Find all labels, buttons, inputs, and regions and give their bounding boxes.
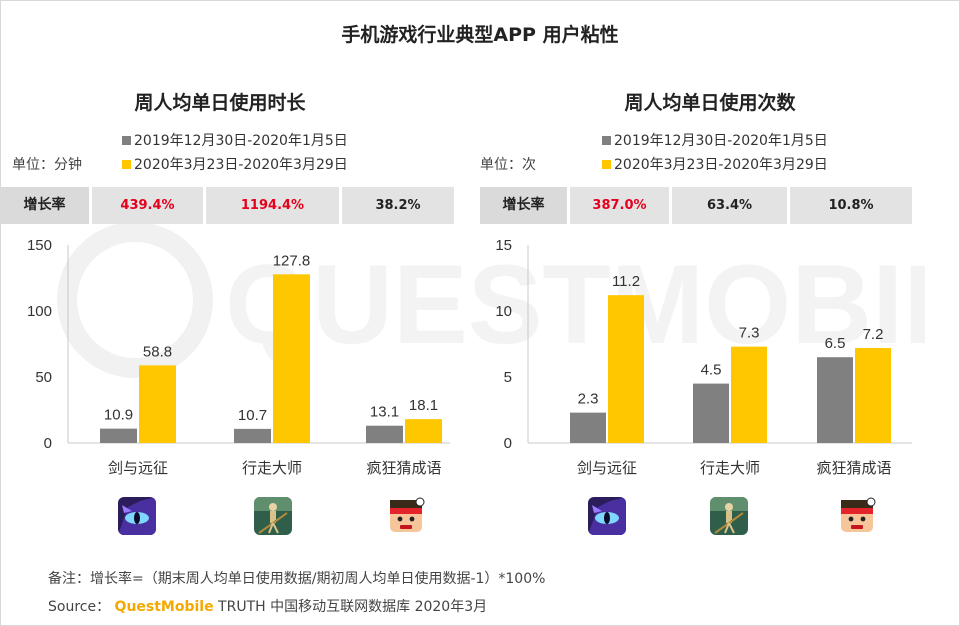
- y-tick-label: 150: [27, 237, 52, 254]
- unit-label: 单位：次: [480, 157, 536, 173]
- growth-value: 387.0%: [570, 187, 672, 224]
- x-tick-label: 行走大师: [700, 460, 760, 477]
- x-tick-label: 疯狂猜成语: [366, 460, 441, 477]
- data-label: 11.2: [612, 273, 640, 290]
- app-icon-jianyuyuanzheng: [118, 497, 156, 535]
- bar-baseline-period: [234, 428, 271, 443]
- legend-item-series2: 2020年3月23日-2020年3月29日: [122, 152, 348, 176]
- growth-value: 38.2%: [342, 187, 454, 224]
- data-label: 18.1: [409, 397, 438, 414]
- growth-row: 增长率 387.0% 63.4% 10.8%: [480, 187, 912, 224]
- legend: 2019年12月30日-2020年1月5日 2020年3月23日-2020年3月…: [602, 128, 828, 176]
- data-label: 58.8: [143, 343, 172, 360]
- bar-current-period: [608, 295, 644, 443]
- panel-usage-duration: 周人均单日使用时长 2019年12月30日-2020年1月5日 2020年3月2…: [0, 80, 480, 500]
- legend-label: 2020年3月23日-2020年3月29日: [134, 157, 348, 173]
- growth-label: 增长率: [0, 187, 92, 224]
- growth-value: 439.4%: [92, 187, 206, 224]
- x-tick-label: 疯狂猜成语: [816, 460, 891, 477]
- legend-swatch-gray: [122, 135, 131, 145]
- watermark-text: QUESTMOBILE: [225, 242, 925, 367]
- headband-face-icon: [838, 497, 876, 535]
- bar-baseline-period: [817, 357, 853, 443]
- y-tick-label: 100: [27, 303, 52, 320]
- legend-label: 2020年3月23日-2020年3月29日: [614, 157, 828, 173]
- bar-baseline-period: [693, 383, 729, 443]
- legend-swatch-yellow: [602, 159, 611, 169]
- growth-value: 63.4%: [672, 187, 790, 224]
- panel-title: 周人均单日使用时长: [134, 92, 306, 114]
- dragon-eye-icon: [588, 497, 626, 535]
- bar-baseline-period: [366, 425, 403, 443]
- source-line: Source： QuestMobile TRUTH 中国移动互联网数据库 202…: [48, 596, 487, 616]
- main-title: 手机游戏行业典型APP 用户粘性: [341, 24, 619, 46]
- app-icon-fengkuangcaichengyu: [838, 497, 876, 535]
- tightrope-walker-icon: [710, 497, 748, 535]
- legend-item-series1: 2019年12月30日-2020年1月5日: [122, 128, 348, 152]
- y-tick-label: 50: [35, 369, 52, 386]
- y-tick-label: 0: [44, 435, 52, 452]
- legend-label: 2019年12月30日-2020年1月5日: [614, 133, 828, 149]
- app-icon-xingzoudashi: [710, 497, 748, 535]
- x-tick-label: 行走大师: [242, 460, 302, 477]
- tightrope-walker-icon: [254, 497, 292, 535]
- source-brand: QuestMobile: [114, 599, 214, 615]
- data-label: 7.3: [739, 325, 760, 342]
- y-tick-label: 15: [495, 237, 512, 254]
- panel-title: 周人均单日使用次数: [624, 92, 796, 114]
- data-label: 4.5: [701, 362, 722, 379]
- data-label: 10.7: [238, 407, 267, 424]
- data-label: 2.3: [578, 391, 599, 408]
- y-tick-label: 10: [495, 303, 512, 320]
- y-tick-label: 5: [504, 369, 512, 386]
- x-tick-label: 剑与远征: [108, 460, 168, 477]
- x-tick-label: 剑与远征: [577, 460, 637, 477]
- legend: 2019年12月30日-2020年1月5日 2020年3月23日-2020年3月…: [122, 128, 348, 176]
- legend-swatch-gray: [602, 135, 611, 145]
- bar-current-period: [731, 346, 767, 443]
- bar-current-period: [139, 365, 176, 443]
- app-icon-jianyuyuanzheng: [588, 497, 626, 535]
- headband-face-icon: [387, 497, 425, 535]
- source-prefix: Source：: [48, 599, 111, 615]
- growth-value: 1194.4%: [206, 187, 342, 224]
- legend-label: 2019年12月30日-2020年1月5日: [134, 133, 348, 149]
- unit-label: 单位：分钟: [12, 157, 82, 173]
- legend-item-series2: 2020年3月23日-2020年3月29日: [602, 152, 828, 176]
- legend-swatch-yellow: [122, 159, 131, 169]
- dragon-eye-icon: [118, 497, 156, 535]
- data-label: 13.1: [370, 404, 399, 421]
- panel-usage-count: 周人均单日使用次数 2019年12月30日-2020年1月5日 2020年3月2…: [480, 80, 960, 500]
- data-label: 6.5: [825, 335, 846, 352]
- growth-row: 增长率 439.4% 1194.4% 38.2%: [0, 187, 454, 224]
- data-label: 10.9: [104, 407, 133, 424]
- app-icon-fengkuangcaichengyu: [387, 497, 425, 535]
- data-label: 7.2: [863, 326, 884, 343]
- growth-value: 10.8%: [790, 187, 912, 224]
- bar-current-period: [855, 347, 891, 443]
- bar-current-period: [405, 419, 442, 443]
- bar-baseline-period: [100, 428, 137, 443]
- bar-baseline-period: [570, 412, 606, 443]
- bar-chart: 0 50 100 150 10.9 58.8 剑与远征 10.7 127.8 行走大师 13.1 18…: [27, 237, 450, 477]
- growth-label: 增长率: [480, 187, 570, 224]
- source-suffix: TRUTH 中国移动互联网数据库 2020年3月: [213, 599, 488, 615]
- bar-chart: 0 5 10 15 2.3 11.2 剑与远征 4.5 7.3 行走大师 6.5 7.2 疯狂猜成语: [495, 237, 912, 477]
- app-icon-xingzoudashi: [254, 497, 292, 535]
- footnote: 备注：增长率=（期末周人均单日使用数据/期初周人均单日使用数据-1）*100%: [48, 571, 546, 587]
- watermark: QUESTMOBILE: [57, 222, 925, 378]
- data-label: 127.8: [273, 252, 311, 269]
- bar-current-period: [273, 274, 310, 443]
- y-tick-label: 0: [504, 435, 512, 452]
- legend-item-series1: 2019年12月30日-2020年1月5日: [602, 128, 828, 152]
